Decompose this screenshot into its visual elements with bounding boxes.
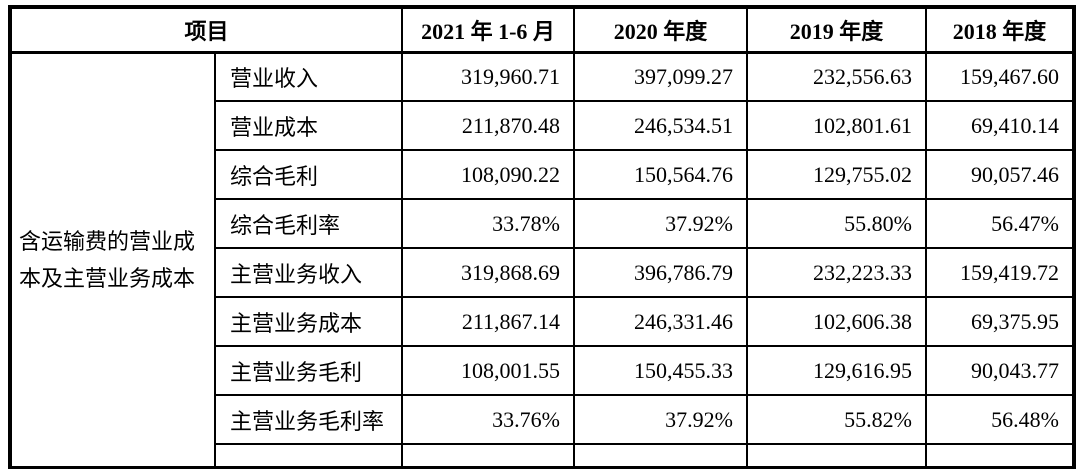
value-cell: 246,331.46: [573, 296, 748, 347]
value-cell: 108,090.22: [401, 149, 575, 200]
value-cell: 33.76%: [401, 394, 575, 445]
header-item: 项目: [9, 6, 403, 54]
header-2020: 2020 年度: [573, 6, 748, 54]
table-row: 主营业务毛利率 33.76% 37.92% 55.82% 56.48%: [10, 394, 1075, 445]
value-cell: 129,755.02: [746, 149, 927, 200]
value-cell: 150,564.76: [573, 149, 748, 200]
value-cell: 396,786.79: [573, 247, 748, 298]
value-cell: 159,419.72: [925, 247, 1075, 298]
value-cell: 319,960.71: [401, 51, 575, 102]
row-label: 主营业务收入: [214, 247, 403, 298]
financial-table: 项目 2021 年 1-6 月 2020 年度 2019 年度 2018 年度 …: [8, 5, 1076, 469]
value-cell: 319,868.69: [401, 247, 575, 298]
header-2018: 2018 年度: [925, 6, 1075, 54]
value-cell: 232,223.33: [746, 247, 927, 298]
table-row: 含运输费的营业成本及主营业务成本 营业收入 319,960.71 397,099…: [9, 51, 1075, 469]
value-cell: 33.78%: [401, 198, 575, 249]
value-cell: 69,410.14: [925, 100, 1075, 151]
value-cell: 56.48%: [925, 394, 1075, 445]
table-row-clipped: [10, 443, 1075, 469]
value-cell: 397,099.27: [573, 51, 748, 102]
value-cell: 37.92%: [573, 394, 748, 445]
value-cell: [401, 443, 575, 469]
row-label: 综合毛利: [214, 149, 403, 200]
table-row: 营业成本 211,870.48 246,534.51 102,801.61 69…: [10, 100, 1075, 151]
row-label: 主营业务毛利: [214, 345, 403, 396]
value-cell: 232,556.63: [746, 51, 927, 102]
value-cell: 108,001.55: [401, 345, 575, 396]
header-2019: 2019 年度: [746, 6, 927, 54]
table-row: 主营业务收入 319,868.69 396,786.79 232,223.33 …: [10, 247, 1075, 298]
value-cell: 55.82%: [746, 394, 927, 445]
value-cell: [573, 443, 748, 469]
value-cell: 56.47%: [925, 198, 1075, 249]
table-row: 综合毛利率 33.78% 37.92% 55.80% 56.47%: [10, 198, 1075, 249]
value-cell: 246,534.51: [573, 100, 748, 151]
row-label: 营业收入: [214, 51, 403, 102]
value-cell: 150,455.33: [573, 345, 748, 396]
row-label: 主营业务毛利率: [214, 394, 403, 445]
value-cell: 159,467.60: [925, 51, 1075, 102]
table-row: 主营业务毛利 108,001.55 150,455.33 129,616.95 …: [10, 345, 1075, 396]
value-cell: 211,867.14: [401, 296, 575, 347]
table-row: 综合毛利 108,090.22 150,564.76 129,755.02 90…: [10, 149, 1075, 200]
group-label-cell: 含运输费的营业成本及主营业务成本: [9, 51, 216, 469]
value-cell: [925, 443, 1075, 469]
row-label: 主营业务成本: [214, 296, 403, 347]
value-cell: 69,375.95: [925, 296, 1075, 347]
value-cell: 102,801.61: [746, 100, 927, 151]
value-cell: 211,870.48: [401, 100, 575, 151]
value-cell: 102,606.38: [746, 296, 927, 347]
value-cell: 55.80%: [746, 198, 927, 249]
value-cell: 129,616.95: [746, 345, 927, 396]
value-cell: 37.92%: [573, 198, 748, 249]
value-cell: 90,057.46: [925, 149, 1075, 200]
row-label: [214, 443, 403, 469]
value-cell: [746, 443, 927, 469]
table-row: 主营业务成本 211,867.14 246,331.46 102,606.38 …: [10, 296, 1075, 347]
value-cell: 90,043.77: [925, 345, 1075, 396]
table-header-row: 项目 2021 年 1-6 月 2020 年度 2019 年度 2018 年度: [9, 6, 1075, 54]
row-label: 营业成本: [214, 100, 403, 151]
row-label: 综合毛利率: [214, 198, 403, 249]
header-2021: 2021 年 1-6 月: [401, 6, 575, 54]
